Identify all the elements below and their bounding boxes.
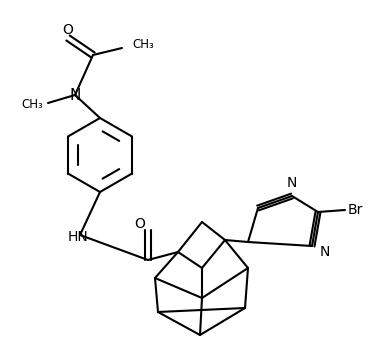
- Text: O: O: [62, 23, 73, 37]
- Text: N: N: [287, 176, 297, 190]
- Text: N: N: [320, 245, 330, 259]
- Text: CH₃: CH₃: [132, 39, 154, 52]
- Text: CH₃: CH₃: [21, 99, 43, 112]
- Text: Br: Br: [347, 203, 363, 217]
- Text: O: O: [135, 217, 145, 231]
- Text: HN: HN: [67, 230, 89, 244]
- Text: N: N: [69, 87, 81, 103]
